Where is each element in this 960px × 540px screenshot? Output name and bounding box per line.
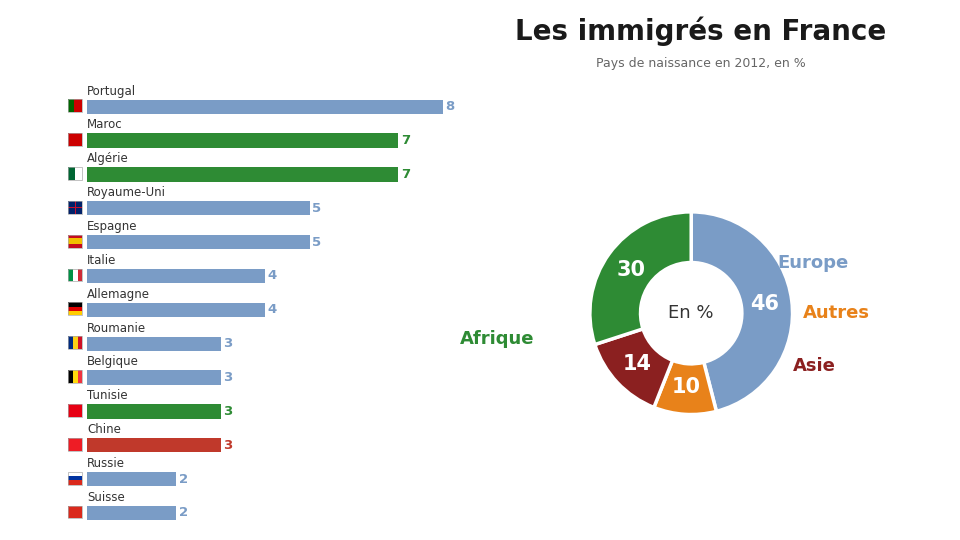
Text: Asie: Asie	[793, 357, 835, 375]
Bar	[75, 201, 77, 214]
Text: En %: En %	[668, 304, 714, 322]
Bar	[87, 167, 398, 181]
Bar	[74, 99, 83, 112]
Text: 2: 2	[179, 472, 188, 485]
Bar	[68, 302, 83, 307]
Text: 5: 5	[312, 235, 322, 248]
Bar	[68, 238, 83, 244]
Bar	[87, 100, 443, 114]
Text: 3: 3	[224, 405, 232, 418]
Bar	[68, 268, 73, 281]
Bar	[68, 471, 83, 484]
Bar	[87, 370, 221, 384]
Bar	[87, 201, 309, 215]
Text: Maroc: Maroc	[87, 118, 123, 131]
Text: 14: 14	[623, 354, 652, 374]
Text: 7: 7	[401, 168, 410, 181]
Text: 3: 3	[224, 337, 232, 350]
Bar	[87, 404, 221, 418]
Bar	[68, 336, 73, 349]
Wedge shape	[654, 360, 716, 415]
Text: Tunisie: Tunisie	[87, 389, 128, 402]
Bar	[68, 99, 83, 112]
Bar	[68, 235, 83, 238]
Text: Allemagne: Allemagne	[87, 288, 150, 301]
Bar	[87, 472, 176, 486]
Bar	[87, 269, 265, 283]
Text: Europe: Europe	[778, 254, 849, 272]
Text: 3: 3	[224, 371, 232, 384]
Text: 2: 2	[179, 507, 188, 519]
Bar	[68, 505, 83, 518]
Bar	[68, 471, 83, 476]
Bar	[68, 336, 83, 349]
Text: 10: 10	[672, 377, 701, 397]
Text: Suisse: Suisse	[87, 491, 125, 504]
Bar	[78, 370, 83, 383]
Text: 46: 46	[750, 294, 780, 314]
Text: 5: 5	[312, 202, 322, 215]
Text: Afrique: Afrique	[460, 329, 534, 348]
Bar	[68, 201, 83, 214]
Bar	[87, 506, 176, 520]
Bar	[75, 167, 83, 180]
Bar	[68, 268, 83, 281]
Text: Les immigrés en France: Les immigrés en France	[516, 16, 886, 46]
Text: Autres: Autres	[803, 304, 870, 322]
Text: Algérie: Algérie	[87, 152, 129, 165]
Text: Belgique: Belgique	[87, 355, 139, 368]
Text: Roumanie: Roumanie	[87, 321, 146, 335]
Bar	[68, 167, 83, 180]
Bar	[78, 336, 83, 349]
Bar	[68, 505, 83, 518]
Bar	[68, 99, 74, 112]
Bar	[68, 167, 75, 180]
Text: 4: 4	[268, 269, 277, 282]
Text: 4: 4	[268, 303, 277, 316]
Bar	[68, 438, 83, 451]
Bar	[68, 207, 83, 208]
Bar	[68, 201, 83, 214]
Text: 8: 8	[445, 100, 455, 113]
Text: Russie: Russie	[87, 457, 125, 470]
Bar	[73, 370, 78, 383]
Bar	[87, 336, 221, 351]
Wedge shape	[595, 329, 673, 407]
Bar	[68, 244, 83, 247]
Bar	[68, 302, 83, 315]
Text: 3: 3	[224, 439, 232, 452]
Bar	[87, 438, 221, 453]
Text: Portugal: Portugal	[87, 85, 136, 98]
Text: Chine: Chine	[87, 423, 121, 436]
Bar	[68, 404, 83, 417]
Text: 30: 30	[617, 260, 646, 280]
Bar	[68, 480, 83, 484]
Wedge shape	[691, 212, 793, 411]
Bar	[73, 268, 78, 281]
Text: Pays de naissance en 2012, en %: Pays de naissance en 2012, en %	[596, 57, 805, 70]
Wedge shape	[589, 212, 691, 345]
Bar	[87, 235, 309, 249]
Bar	[68, 307, 83, 311]
Bar	[87, 303, 265, 317]
Bar	[68, 235, 83, 247]
Bar	[68, 476, 83, 480]
Text: Italie: Italie	[87, 254, 116, 267]
Text: Royaume-Uni: Royaume-Uni	[87, 186, 166, 199]
Bar	[87, 133, 398, 148]
Bar	[68, 311, 83, 315]
Bar	[68, 133, 83, 146]
Bar	[73, 336, 78, 349]
Bar	[68, 404, 83, 417]
Bar	[68, 370, 83, 383]
Bar	[78, 268, 83, 281]
Text: 7: 7	[401, 134, 410, 147]
Bar	[68, 133, 83, 146]
Bar	[68, 438, 83, 451]
Bar	[68, 370, 73, 383]
Text: Espagne: Espagne	[87, 220, 137, 233]
